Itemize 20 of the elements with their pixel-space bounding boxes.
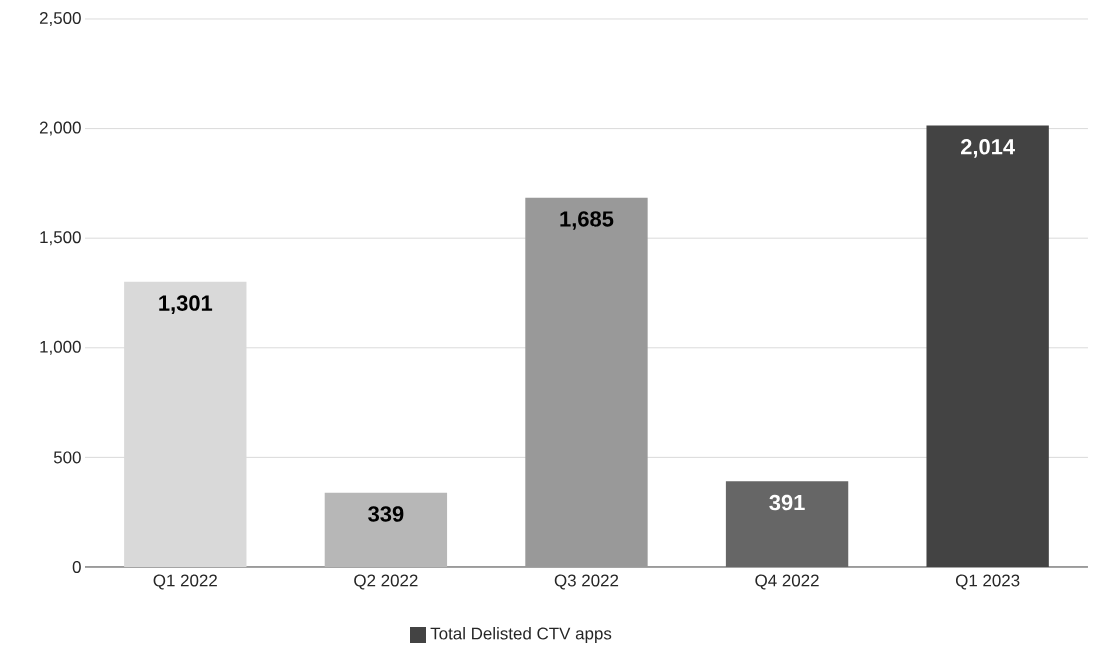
y-tick-label: 2,500 — [39, 11, 81, 26]
x-tick-label: Q1 2023 — [955, 574, 1020, 590]
y-tick-label: 1,500 — [40, 231, 81, 246]
y-tick-label: 0 — [72, 560, 81, 573]
bar — [324, 492, 448, 567]
x-tick-label: Q1 2022 — [153, 574, 217, 590]
data-label: 339 — [368, 506, 404, 522]
x-tick-label: Q4 2022 — [755, 574, 819, 590]
data-label: 1,301 — [159, 295, 213, 315]
y-tick-label: 1,000 — [40, 340, 81, 355]
data-label: 391 — [769, 494, 805, 511]
x-tick-label: Q2 2022 — [354, 574, 418, 590]
y-tick-label: 500 — [53, 451, 81, 464]
y-tick-label: 2,000 — [39, 121, 81, 136]
bar — [725, 481, 849, 567]
legend-label: Total Delisted CTV apps — [430, 627, 612, 643]
data-label: 1,685 — [560, 211, 614, 230]
x-tick-label: Q3 2022 — [554, 574, 619, 590]
bar — [525, 197, 648, 567]
data-label: 2,014 — [961, 139, 1015, 158]
